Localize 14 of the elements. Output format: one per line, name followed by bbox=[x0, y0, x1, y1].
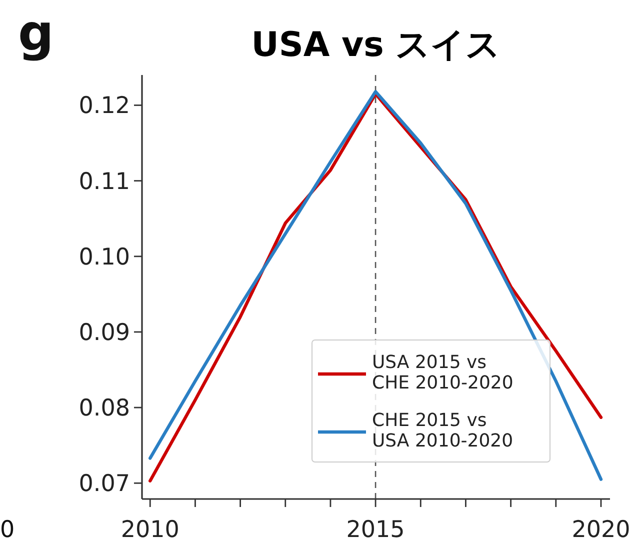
y-tick-label: 0.07 bbox=[78, 471, 130, 498]
text: g bbox=[18, 4, 54, 62]
x-tick-label: 2010 bbox=[120, 517, 180, 543]
y-tick-label: 0.12 bbox=[78, 93, 130, 120]
chart-title: USA vs スイス bbox=[251, 25, 501, 65]
x-tick-label: 2015 bbox=[346, 517, 405, 543]
y-tick-label: 0.10 bbox=[78, 244, 130, 270]
x-tick-label: 2020 bbox=[572, 517, 630, 543]
text: 0 bbox=[0, 517, 15, 543]
y-tick-label: 0.11 bbox=[78, 168, 130, 195]
legend-label: CHE 2015 vs USA 2010-2020 bbox=[372, 410, 514, 452]
legend-label: USA 2015 vs CHE 2010-2020 bbox=[372, 352, 514, 394]
y-tick-label: 0.08 bbox=[78, 396, 130, 422]
y-tick-label: 0.09 bbox=[78, 320, 130, 346]
